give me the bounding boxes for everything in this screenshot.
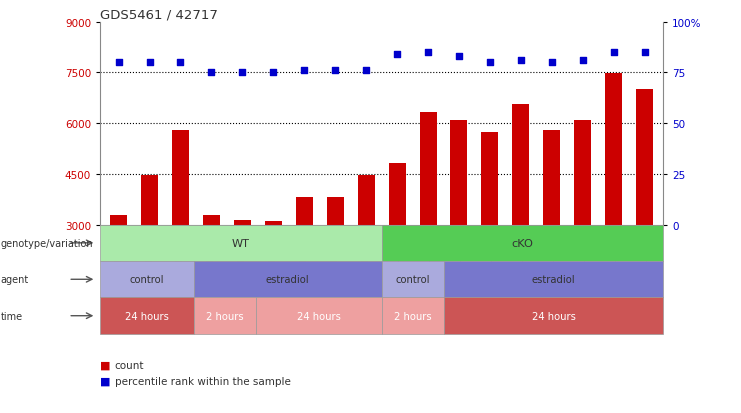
Point bbox=[608, 50, 619, 57]
Bar bbox=[358, 176, 375, 225]
Point bbox=[360, 68, 372, 75]
Bar bbox=[388, 164, 405, 225]
Bar bbox=[543, 131, 560, 225]
Point bbox=[391, 52, 403, 58]
Bar bbox=[234, 221, 251, 225]
Bar bbox=[141, 175, 158, 225]
Point bbox=[515, 58, 527, 64]
Bar bbox=[419, 113, 436, 225]
Text: control: control bbox=[396, 275, 431, 285]
Bar bbox=[451, 121, 468, 225]
Point bbox=[175, 60, 187, 66]
Bar bbox=[296, 197, 313, 225]
Bar bbox=[327, 197, 344, 225]
Bar bbox=[605, 74, 622, 225]
Point bbox=[205, 70, 217, 77]
Point bbox=[453, 54, 465, 60]
Text: cKO: cKO bbox=[511, 238, 534, 248]
Bar bbox=[574, 121, 591, 225]
Bar bbox=[512, 105, 529, 225]
Point bbox=[144, 60, 156, 66]
Text: 2 hours: 2 hours bbox=[207, 311, 244, 321]
Text: ■: ■ bbox=[100, 376, 110, 386]
Point bbox=[639, 50, 651, 57]
Text: estradiol: estradiol bbox=[532, 275, 576, 285]
Bar bbox=[172, 131, 189, 225]
Text: estradiol: estradiol bbox=[266, 275, 310, 285]
Point bbox=[484, 60, 496, 66]
Bar bbox=[265, 222, 282, 225]
Text: count: count bbox=[115, 360, 144, 370]
Point bbox=[236, 70, 248, 77]
Bar bbox=[110, 216, 127, 225]
Text: percentile rank within the sample: percentile rank within the sample bbox=[115, 376, 290, 386]
Text: GDS5461 / 42717: GDS5461 / 42717 bbox=[100, 9, 218, 21]
Text: genotype/variation: genotype/variation bbox=[1, 238, 93, 248]
Bar bbox=[636, 90, 653, 225]
Text: ■: ■ bbox=[100, 360, 110, 370]
Point bbox=[113, 60, 124, 66]
Point bbox=[422, 50, 434, 57]
Text: 24 hours: 24 hours bbox=[532, 311, 576, 321]
Point bbox=[268, 70, 279, 77]
Point bbox=[329, 68, 341, 75]
Text: control: control bbox=[130, 275, 165, 285]
Text: time: time bbox=[1, 311, 23, 321]
Point bbox=[576, 58, 588, 64]
Text: WT: WT bbox=[232, 238, 250, 248]
Text: 24 hours: 24 hours bbox=[297, 311, 341, 321]
Bar bbox=[203, 216, 220, 225]
Point bbox=[299, 68, 310, 75]
Text: agent: agent bbox=[1, 275, 29, 285]
Point bbox=[546, 60, 558, 66]
Bar bbox=[482, 132, 499, 225]
Text: 2 hours: 2 hours bbox=[394, 311, 432, 321]
Text: 24 hours: 24 hours bbox=[125, 311, 169, 321]
